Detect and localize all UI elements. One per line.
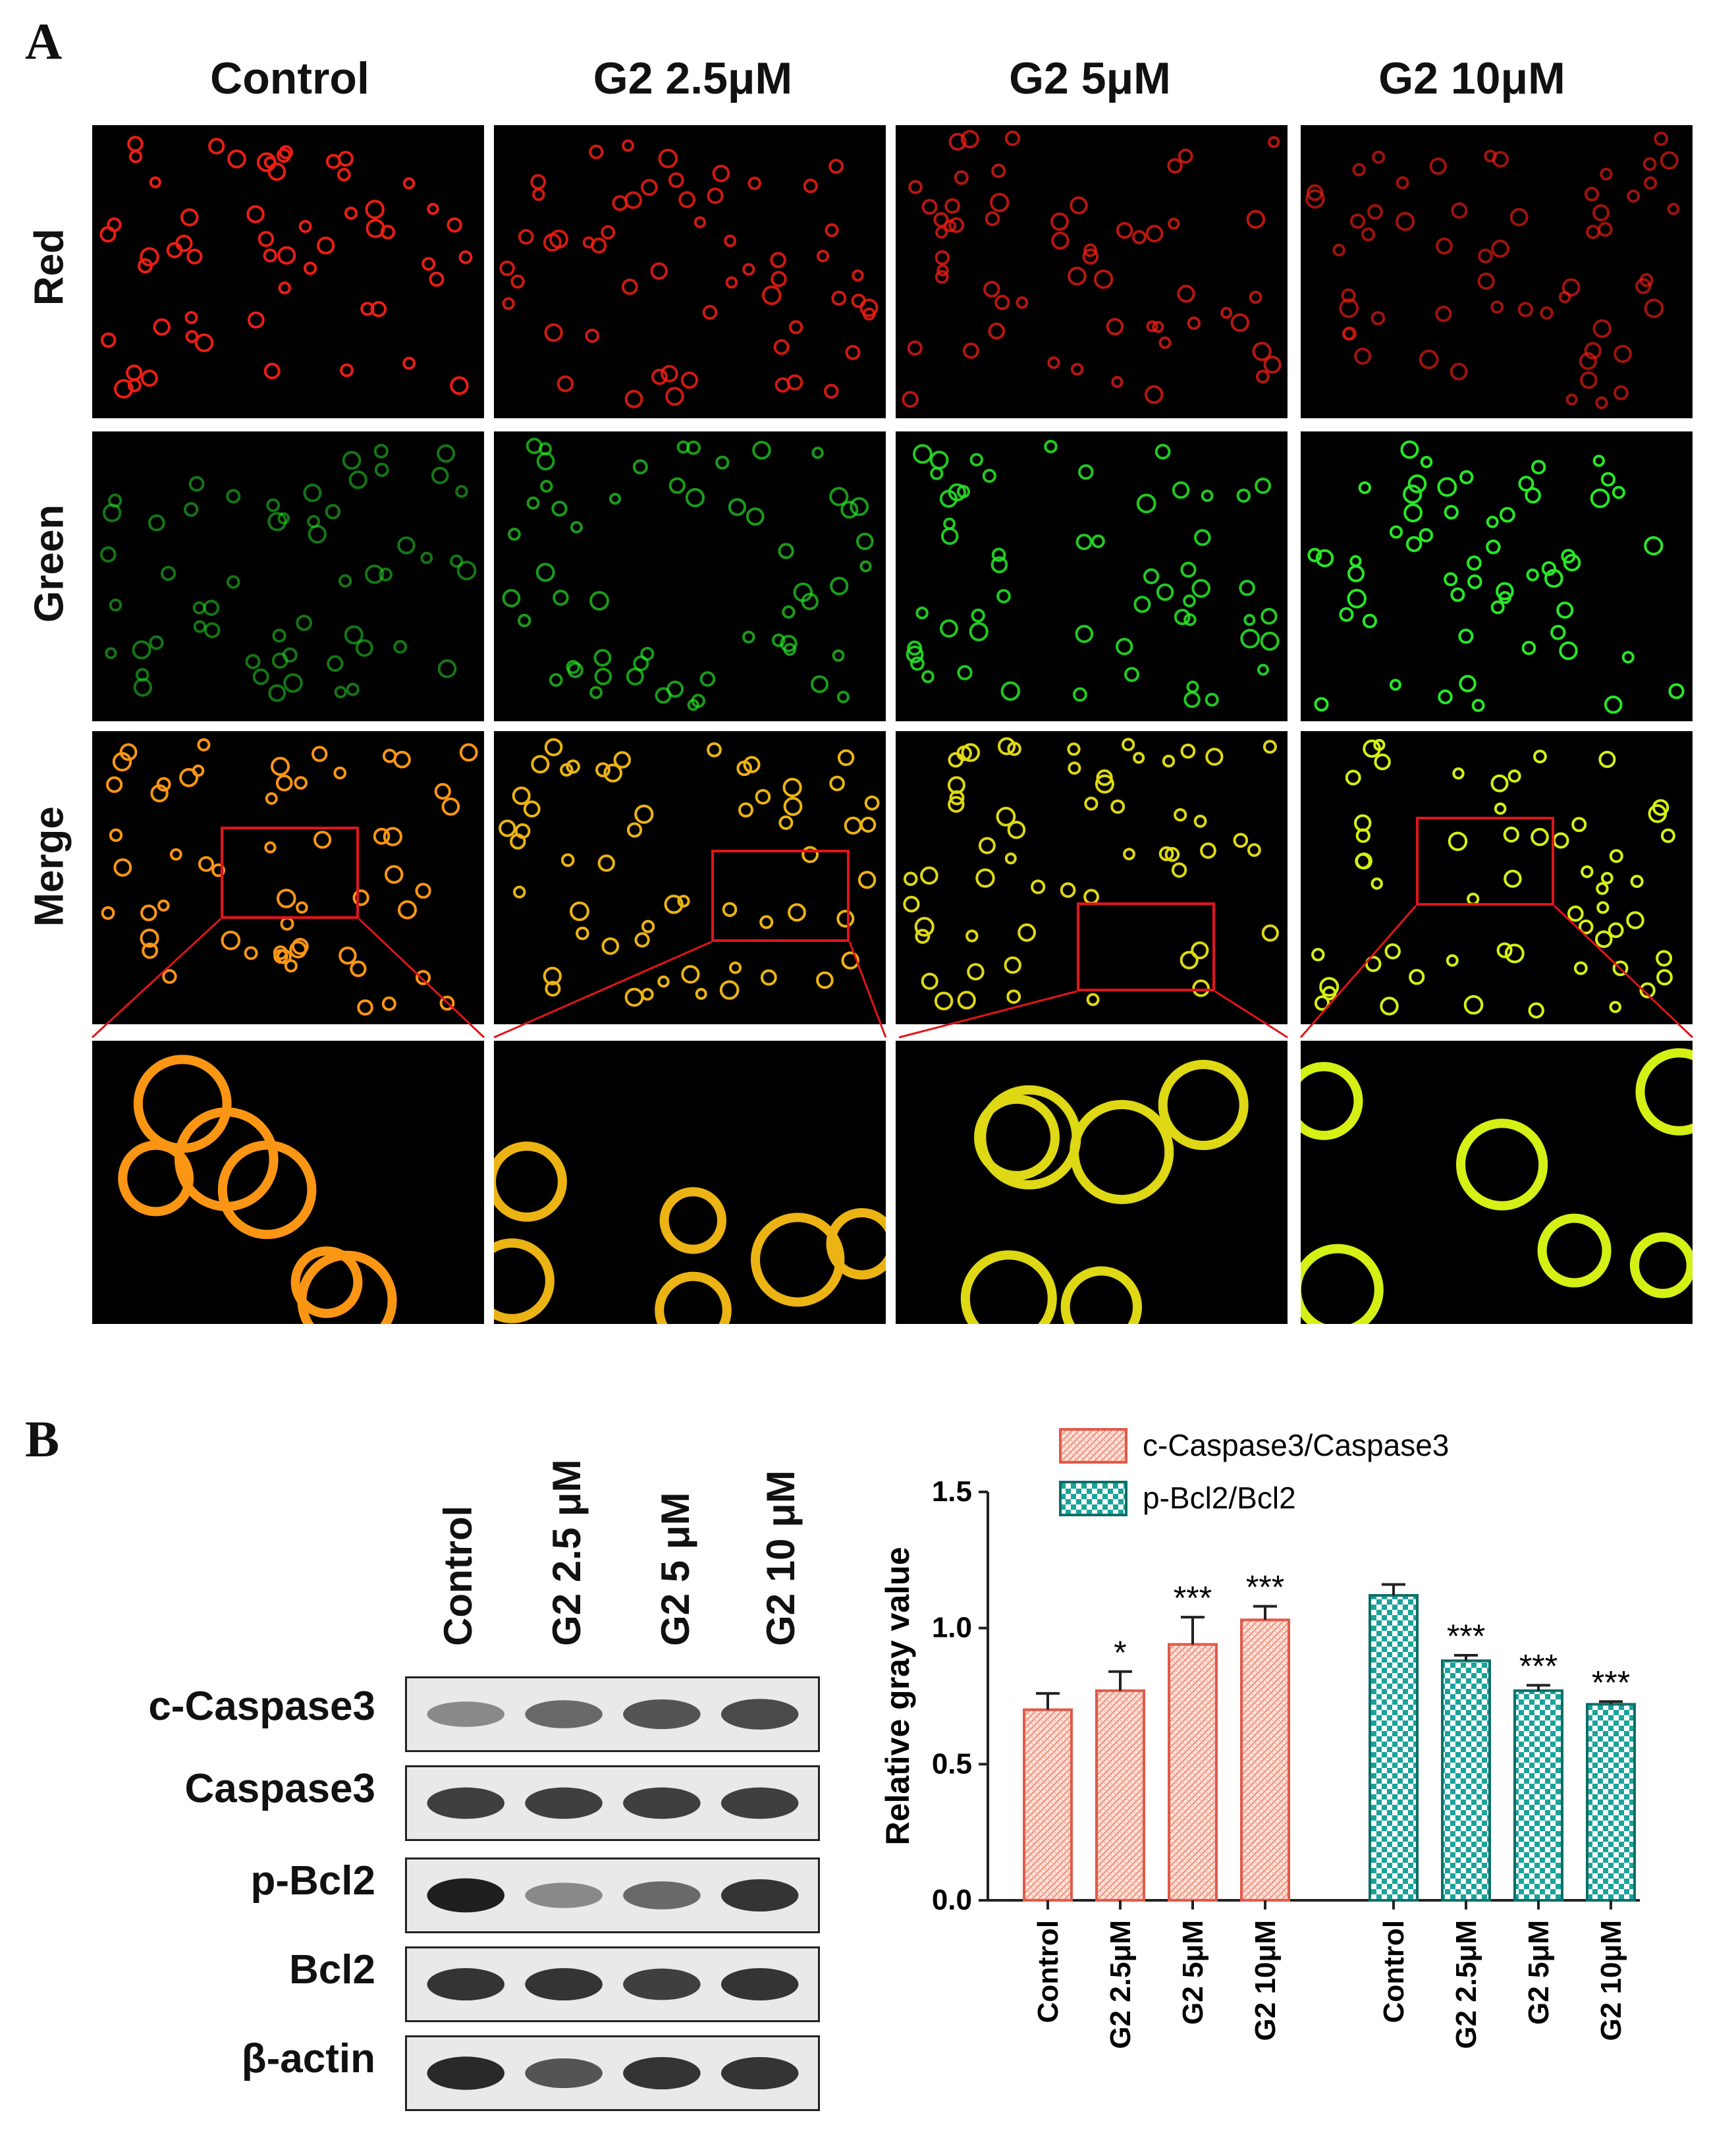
zoom-box-g2-2-5 <box>711 850 850 942</box>
row-label-red: Red <box>26 228 72 306</box>
lane-label-control: Control <box>436 1505 480 1646</box>
x-tick-label: Control <box>1032 1920 1064 2023</box>
y-tick-label: 1.0 <box>932 1612 972 1644</box>
panel-a-letter: A <box>25 13 63 70</box>
bar-c-caspase3 <box>1240 1618 1290 1902</box>
lane-label-g2-10: G2 10 μM <box>759 1470 803 1646</box>
micrograph-green-g2-10 <box>1301 431 1693 721</box>
blot-label-bcl2: Bcl2 <box>289 1947 375 1993</box>
column-title-g2-10: G2 10μM <box>1378 53 1565 103</box>
micrograph-zoom-g2-2-5 <box>494 1041 886 1324</box>
zoom-box-g2-10 <box>1416 817 1554 906</box>
bar-p-bcl2 <box>1369 1594 1419 1902</box>
significance-label: *** <box>1174 1580 1212 1616</box>
micrograph-green-control <box>92 431 484 721</box>
micrograph-red-g2-5 <box>896 125 1288 418</box>
zoom-box-control <box>221 827 359 919</box>
column-title-control: Control <box>210 53 369 103</box>
legend-label: p-Bcl2/Bcl2 <box>1143 1481 1296 1515</box>
micrograph-zoom-control <box>92 1041 484 1324</box>
row-label-merge: Merge <box>26 806 72 927</box>
row-label-green: Green <box>26 504 72 623</box>
significance-label: *** <box>1447 1618 1485 1655</box>
micrograph-green-g2-2-5 <box>494 431 886 721</box>
legend-swatch <box>1059 1481 1127 1516</box>
bar-c-caspase3 <box>1168 1643 1218 1902</box>
micrograph-zoom-g2-5 <box>896 1041 1288 1324</box>
lane-label-g2-2-5: G2 2.5 μM <box>545 1459 589 1646</box>
blot-strip-p-bcl2 <box>405 1857 820 1933</box>
x-tick-label: G2 2.5μM <box>1450 1920 1482 2049</box>
blot-strip-bcl2 <box>405 1946 820 2022</box>
bar-chart: 0.0 0.5 1.0 1.5 Relative gray value Control * G… <box>879 1428 1640 2049</box>
micrograph-red-control <box>92 125 484 418</box>
zoom-box-g2-5 <box>1077 902 1215 991</box>
y-axis-label: Relative gray value <box>879 1547 916 1845</box>
column-title-g2-5: G2 5μM <box>1009 53 1171 103</box>
legend-swatch <box>1059 1428 1127 1464</box>
blot-strip-caspase3 <box>405 1765 820 1841</box>
x-tick-label: G2 5μM <box>1523 1920 1555 2025</box>
y-tick-label: 0.0 <box>932 1884 972 1916</box>
y-tick-label: 1.5 <box>932 1475 972 1508</box>
blot-label-c-caspase3: c-Caspase3 <box>148 1684 375 1729</box>
bar-c-caspase3 <box>1095 1689 1145 1902</box>
significance-label: *** <box>1519 1647 1558 1684</box>
significance-label: *** <box>1246 1569 1284 1606</box>
column-title-g2-2-5: G2 2.5μM <box>593 53 793 103</box>
bar-p-bcl2 <box>1441 1659 1491 1902</box>
legend-label: c-Caspase3/Caspase3 <box>1143 1428 1449 1462</box>
micrograph-merge-g2-5 <box>896 731 1288 1024</box>
micrograph-red-g2-2-5 <box>494 125 886 418</box>
micrograph-red-g2-10 <box>1301 125 1693 418</box>
significance-label: * <box>1114 1634 1126 1671</box>
bar-c-caspase3 <box>1023 1708 1073 1902</box>
micrograph-zoom-g2-10 <box>1301 1041 1693 1324</box>
bar-p-bcl2 <box>1586 1703 1636 1902</box>
bar-p-bcl2 <box>1513 1689 1563 1902</box>
y-tick-label: 0.5 <box>932 1747 972 1780</box>
x-tick-label: Control <box>1378 1920 1410 2023</box>
panel-b-letter: B <box>25 1410 60 1468</box>
x-tick-label: G2 5μM <box>1177 1920 1209 2025</box>
x-tick-label: G2 10μM <box>1595 1920 1627 2041</box>
blot-strip--actin <box>405 2035 820 2111</box>
blot-label-p-bcl2: p-Bcl2 <box>250 1858 375 1904</box>
lane-label-g2-5: G2 5 μM <box>653 1492 697 1646</box>
micrograph-green-g2-5 <box>896 431 1288 721</box>
blot-label-caspase3: Caspase3 <box>184 1766 375 1811</box>
significance-label: *** <box>1592 1664 1630 1701</box>
x-tick-label: G2 10μM <box>1249 1920 1282 2041</box>
blot-label-beta-actin: β-actin <box>241 2036 375 2081</box>
x-tick-label: G2 2.5μM <box>1104 1920 1137 2049</box>
blot-strip-c-caspase3 <box>405 1676 820 1752</box>
